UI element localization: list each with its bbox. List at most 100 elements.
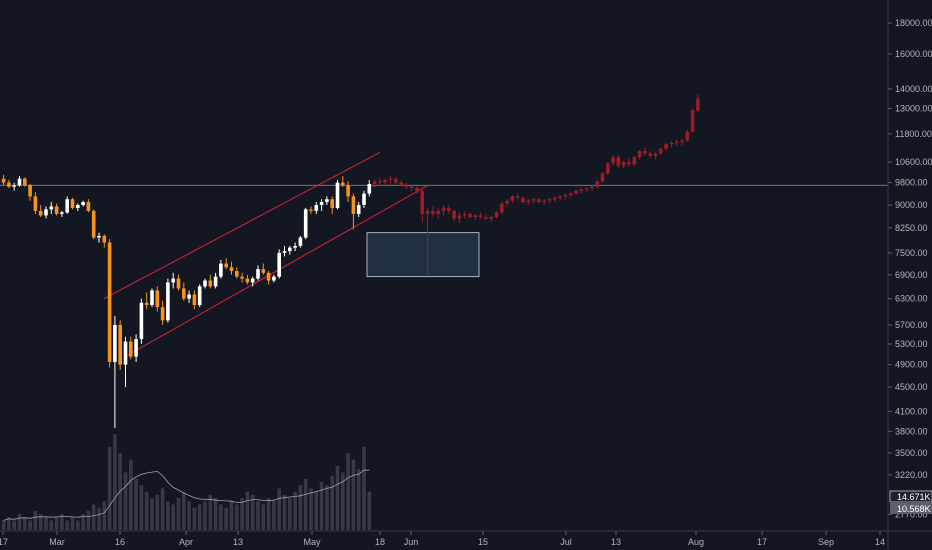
time-tick-label: 17 — [0, 537, 8, 547]
volume-bar — [171, 504, 175, 530]
volume-bar — [60, 514, 64, 530]
price-tick-label: 3500.00 — [895, 448, 928, 458]
price-candle — [176, 278, 181, 289]
price-tick-label: 13000.00 — [895, 103, 932, 113]
volume-bar — [155, 494, 160, 530]
price-candle — [134, 339, 138, 357]
projection-candle — [394, 178, 398, 183]
price-candle — [144, 302, 149, 305]
time-tick-label: 16 — [115, 537, 125, 547]
price-tick-label: 10600.00 — [895, 157, 932, 167]
price-candle — [282, 251, 287, 253]
projection-candle — [674, 141, 679, 143]
volume-bar — [54, 517, 59, 530]
time-tick-label: Aug — [688, 537, 704, 547]
projection-candle — [669, 142, 674, 145]
price-candle — [250, 278, 255, 283]
time-tick-label: 18 — [375, 537, 385, 547]
volume-bar — [107, 446, 112, 530]
time-tick-label: Sep — [818, 537, 834, 547]
volume-bar — [351, 459, 356, 530]
volume-bar — [325, 485, 329, 530]
time-tick-label: Jun — [404, 537, 419, 547]
volume-bar — [219, 504, 223, 530]
volume-bar — [250, 494, 255, 530]
price-candle — [81, 202, 85, 205]
price-candle — [229, 267, 234, 271]
projection-candle — [478, 215, 483, 217]
volume-bar — [123, 472, 128, 530]
volume-bar — [166, 501, 170, 530]
projection-candle — [494, 212, 499, 217]
price-candle — [351, 196, 356, 214]
projection-candle — [484, 216, 488, 219]
projection-candle — [579, 189, 584, 191]
price-candle — [49, 206, 54, 210]
time-tick-label: Mar — [49, 537, 65, 547]
projection-candle — [436, 210, 440, 214]
price-candle — [219, 263, 223, 277]
price-candle — [203, 280, 207, 287]
price-tick-label: 8250.00 — [895, 223, 928, 233]
time-tick-label: 13 — [611, 537, 621, 547]
price-candle — [150, 290, 154, 305]
volume-bar — [86, 510, 91, 530]
volume-bar — [235, 504, 239, 530]
price-candle — [356, 204, 361, 214]
price-tick-label: 9000.00 — [895, 200, 928, 210]
volume-bar — [91, 504, 96, 530]
price-candle — [272, 276, 276, 281]
price-candle — [44, 209, 48, 216]
volume-bar — [356, 469, 361, 530]
volume-ma-line — [3, 469, 370, 521]
price-tick-label: 4500.00 — [895, 382, 928, 392]
price-tick-label: 4900.00 — [895, 360, 928, 370]
volume-bar — [266, 498, 271, 530]
volume-bar — [76, 520, 80, 530]
volume-bar — [81, 514, 85, 530]
projection-candle — [600, 173, 605, 182]
price-candle — [113, 324, 117, 362]
projection-candle — [659, 148, 663, 154]
projection-candle — [399, 182, 403, 186]
time-tick-label: 17 — [757, 537, 767, 547]
price-candle — [166, 282, 170, 321]
volume-bar — [176, 498, 181, 530]
projection-candle — [590, 186, 594, 189]
projection-candle — [637, 151, 642, 158]
volume-bar — [261, 504, 266, 530]
price-candle — [54, 206, 59, 214]
price-tick-label: 9800.00 — [895, 178, 928, 188]
price-candle — [240, 276, 244, 279]
price-tick-label: 7500.00 — [895, 248, 928, 258]
price-candle — [197, 286, 202, 305]
volume-bar — [7, 517, 11, 530]
projection-candle — [441, 207, 446, 211]
volume-bar — [97, 507, 101, 530]
price-candle — [28, 185, 32, 197]
time-tick-label: 14 — [875, 537, 885, 547]
volume-bar — [1, 520, 6, 530]
projection-candle — [653, 153, 658, 156]
volume-bar — [28, 520, 32, 530]
projection-candle — [431, 210, 435, 214]
projection-candle — [542, 200, 546, 203]
price-candle — [335, 182, 340, 208]
volume-bar — [129, 459, 133, 530]
price-candle — [303, 209, 308, 238]
projection-candle — [420, 190, 425, 214]
volume-bar — [197, 504, 202, 530]
volume-bar — [319, 482, 324, 530]
time-tick-label: Apr — [179, 537, 193, 547]
projection-candle — [447, 207, 451, 211]
price-tick-label: 6900.00 — [895, 270, 928, 280]
projection-candle — [378, 181, 382, 183]
price-candle — [33, 196, 38, 211]
volume-bar — [272, 501, 276, 530]
projection-candle — [462, 213, 467, 216]
price-candle — [7, 182, 11, 187]
price-candle — [235, 270, 239, 277]
price-candle — [319, 202, 324, 205]
